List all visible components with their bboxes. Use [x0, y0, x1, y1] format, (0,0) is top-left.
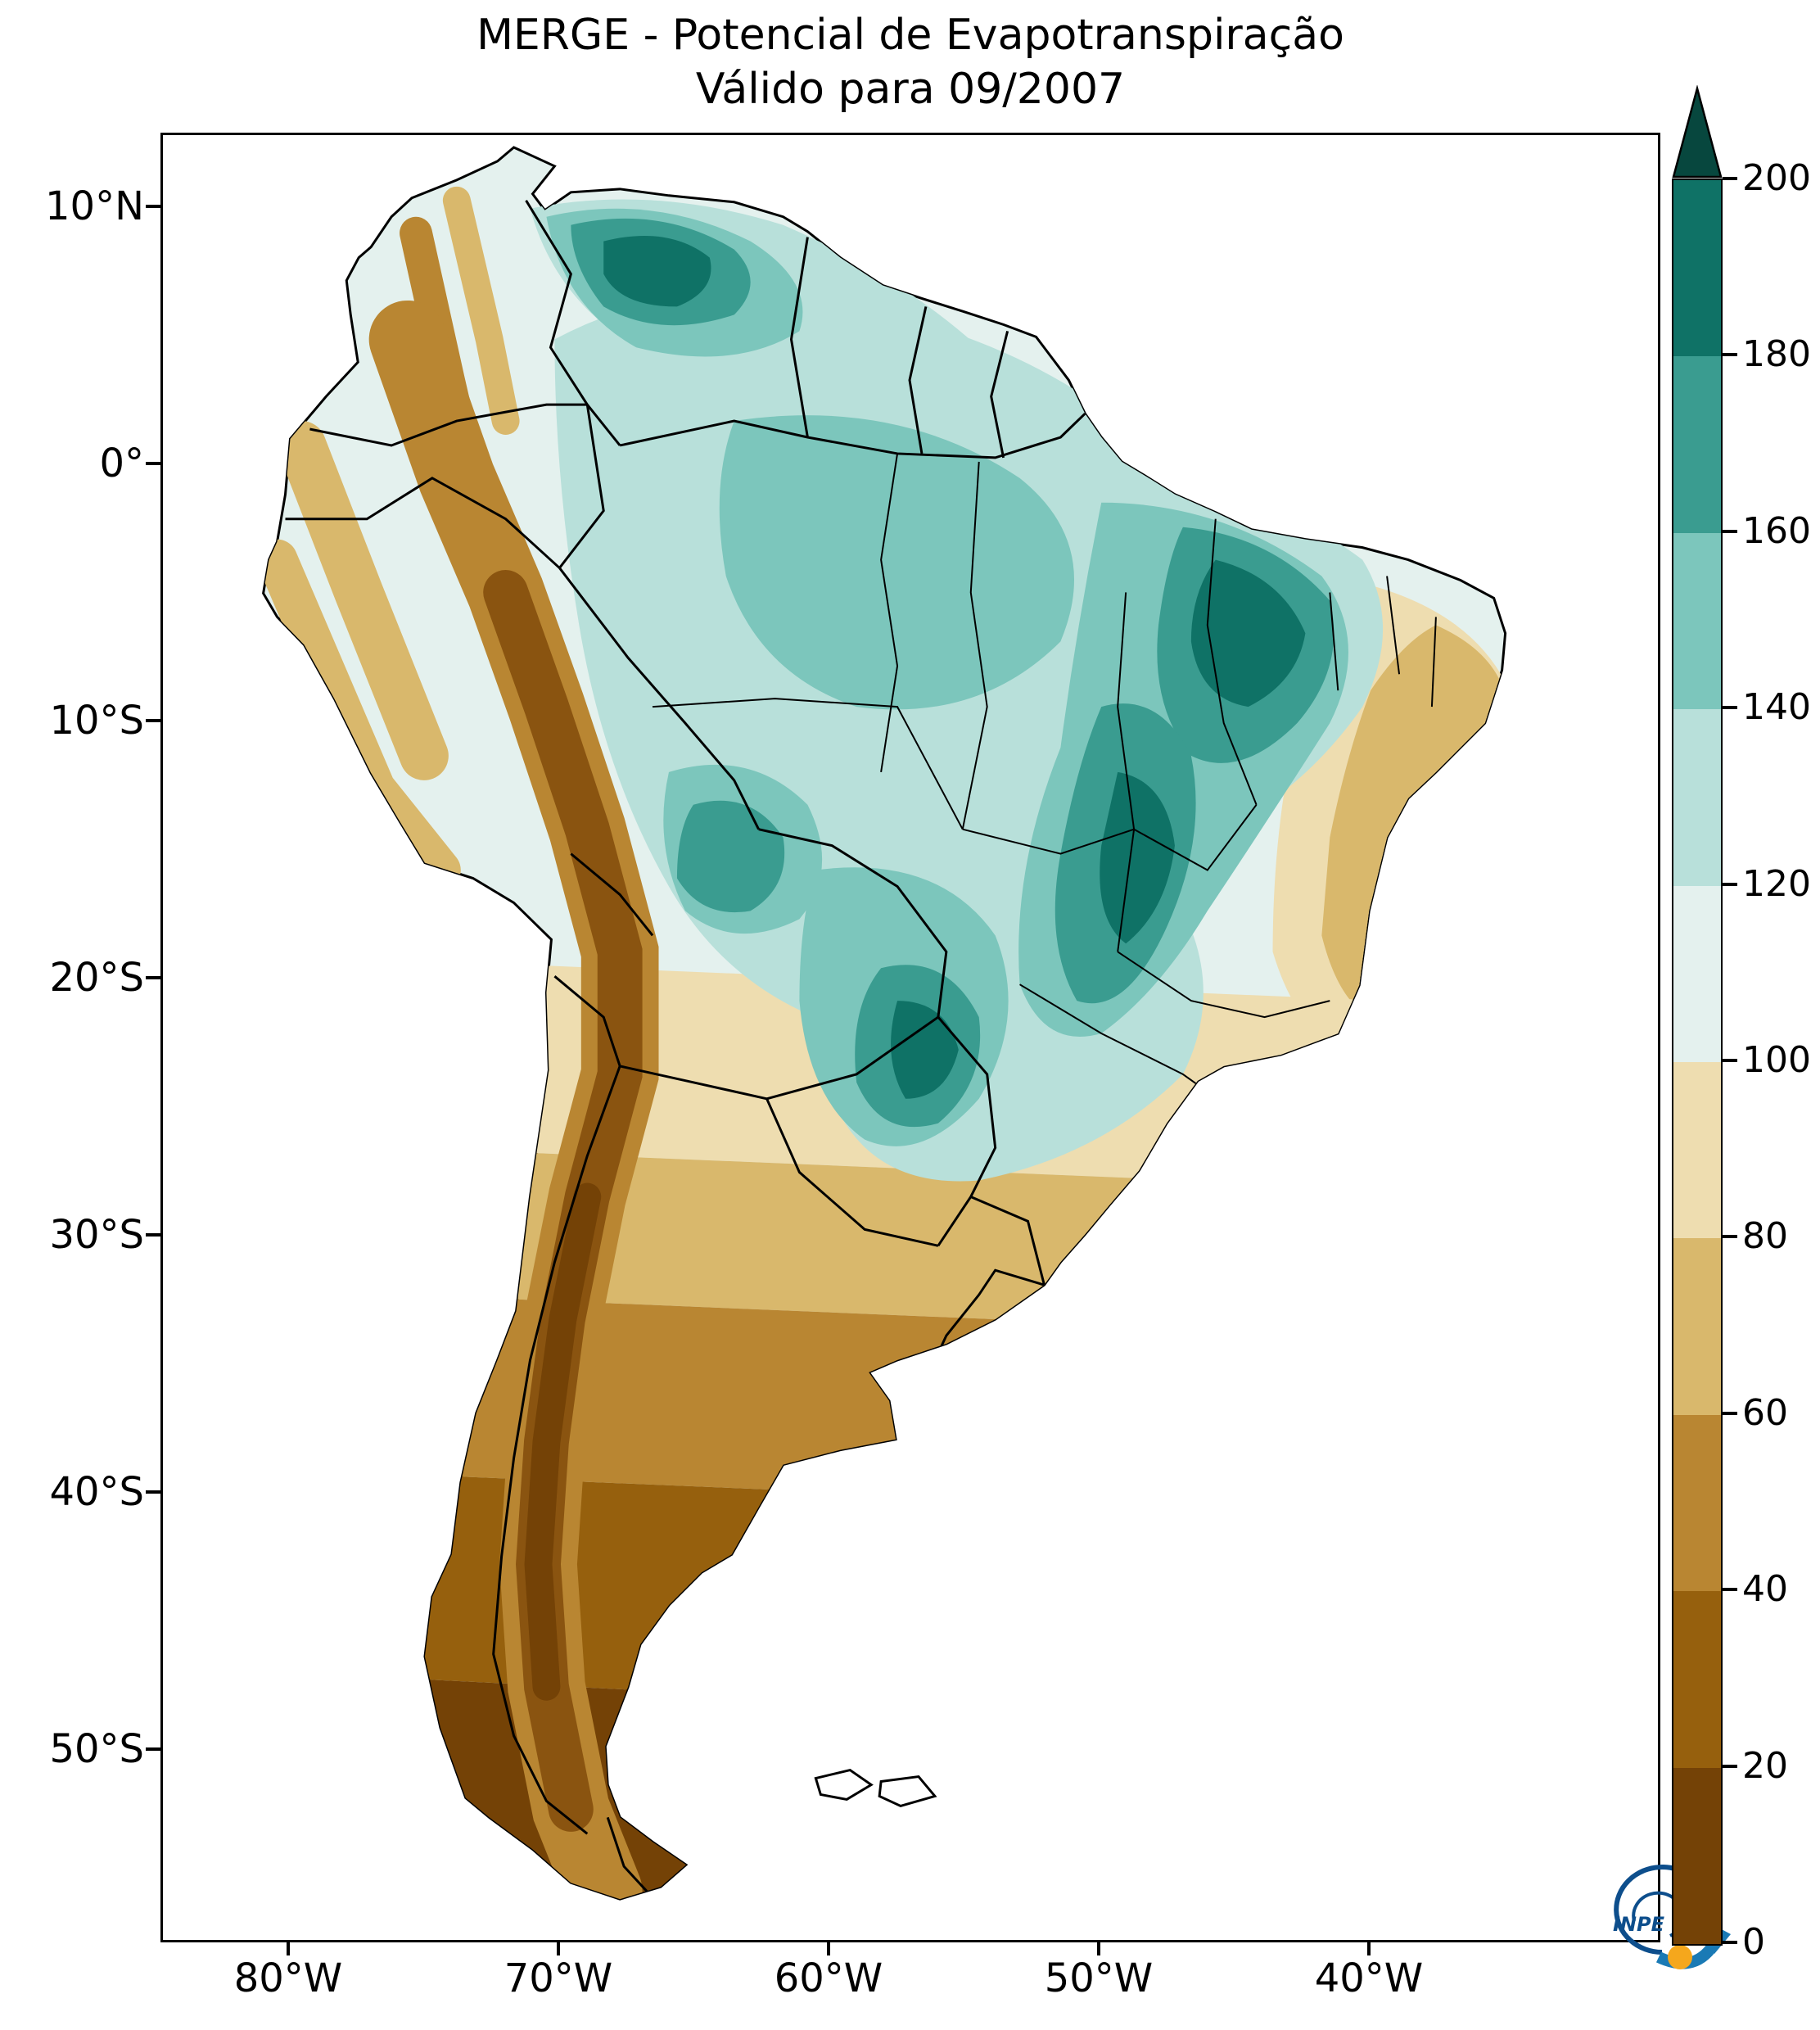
south-america-map: [262, 146, 1507, 1901]
colorbar: [1672, 179, 1723, 1946]
colorbar-segment-180-200: [1673, 180, 1721, 357]
colorbar-tick-label: 180: [1742, 333, 1811, 376]
chart-subtitle: Válido para 09/2007: [695, 65, 1126, 114]
colorbar-segment-120-140: [1673, 709, 1721, 886]
colorbar-segment-0-20: [1673, 1767, 1721, 1945]
inpe-logo-dot: [1668, 1945, 1692, 1969]
colorbar-tick-mark: [1723, 1059, 1737, 1062]
inpe-logo-arrow: [1655, 1937, 1722, 1969]
colorbar-tick-label: 60: [1742, 1391, 1788, 1434]
colorbar-tick-mark: [1723, 177, 1737, 180]
colorbar-tick-mark: [1723, 706, 1737, 710]
x-tick-mark: [287, 1941, 290, 1955]
colorbar-tick-mark: [1723, 1411, 1737, 1415]
colorbar-tick-mark: [1723, 1235, 1737, 1239]
state-borders: [652, 453, 1437, 1116]
chart-title: MERGE - Potencial de Evapotranspiração: [476, 11, 1344, 60]
x-tick-mark: [557, 1941, 560, 1955]
y-tick-label: 40°S: [49, 1469, 144, 1515]
x-tick-label: 80°W: [233, 1955, 343, 2001]
colorbar-segment-100-120: [1673, 885, 1721, 1063]
y-tick-label: 10°S: [49, 698, 144, 744]
colorbar-segment-160-180: [1673, 356, 1721, 533]
colorbar-tick-label: 40: [1742, 1568, 1788, 1611]
country-borders: [285, 200, 1086, 1899]
y-tick-mark: [146, 205, 160, 208]
y-tick-label: 50°S: [49, 1726, 144, 1772]
y-tick-label: 20°S: [49, 955, 144, 1001]
colorbar-tick-mark: [1723, 882, 1737, 886]
y-tick-mark: [146, 1747, 160, 1751]
evapotranspiration-field: [263, 186, 1506, 1900]
colorbar-tick-label: 160: [1742, 509, 1811, 552]
x-tick-mark: [827, 1941, 830, 1955]
colorbar-arrow-extension: [1672, 85, 1723, 179]
colorbar-tick-label: 140: [1742, 686, 1811, 729]
x-tick-label: 50°W: [1044, 1955, 1154, 2001]
colorbar-segment-40-60: [1673, 1414, 1721, 1592]
y-tick-mark: [146, 1490, 160, 1494]
y-tick-mark: [146, 976, 160, 979]
colorbar-tick-mark: [1723, 1941, 1737, 1944]
x-tick-mark: [1097, 1941, 1100, 1955]
falkland-islands: [814, 1768, 937, 1808]
colorbar-segment-80-100: [1673, 1062, 1721, 1239]
y-tick-mark: [146, 1233, 160, 1237]
colorbar-segment-140-160: [1673, 532, 1721, 710]
colorbar-tick-mark: [1723, 1588, 1737, 1592]
colorbar-tick-mark: [1723, 1764, 1737, 1768]
colorbar-tick-mark: [1723, 529, 1737, 533]
x-tick-mark: [1367, 1941, 1371, 1955]
colorbar-tick-mark: [1723, 353, 1737, 357]
inpe-logo-label: INPE: [1613, 1913, 1665, 1936]
x-tick-label: 70°W: [504, 1955, 613, 2001]
x-tick-label: 40°W: [1314, 1955, 1424, 2001]
y-tick-mark: [146, 719, 160, 722]
y-tick-label: 0°: [99, 441, 144, 486]
x-tick-label: 60°W: [774, 1955, 883, 2001]
map-plot-area: INPE: [160, 133, 1731, 1969]
y-tick-label: 10°N: [45, 183, 144, 229]
y-tick-mark: [146, 462, 160, 465]
colorbar-segment-20-40: [1673, 1591, 1721, 1768]
colorbar-tick-label: 200: [1742, 157, 1811, 199]
colorbar-tick-label: 120: [1742, 862, 1811, 905]
colorbar-tick-label: 100: [1742, 1039, 1811, 1081]
colorbar-tick-label: 0: [1742, 1921, 1765, 1963]
colorbar-tick-label: 20: [1742, 1744, 1788, 1787]
y-tick-label: 30°S: [49, 1212, 144, 1258]
colorbar-segment-60-80: [1673, 1238, 1721, 1415]
colorbar-tick-label: 80: [1742, 1215, 1788, 1258]
